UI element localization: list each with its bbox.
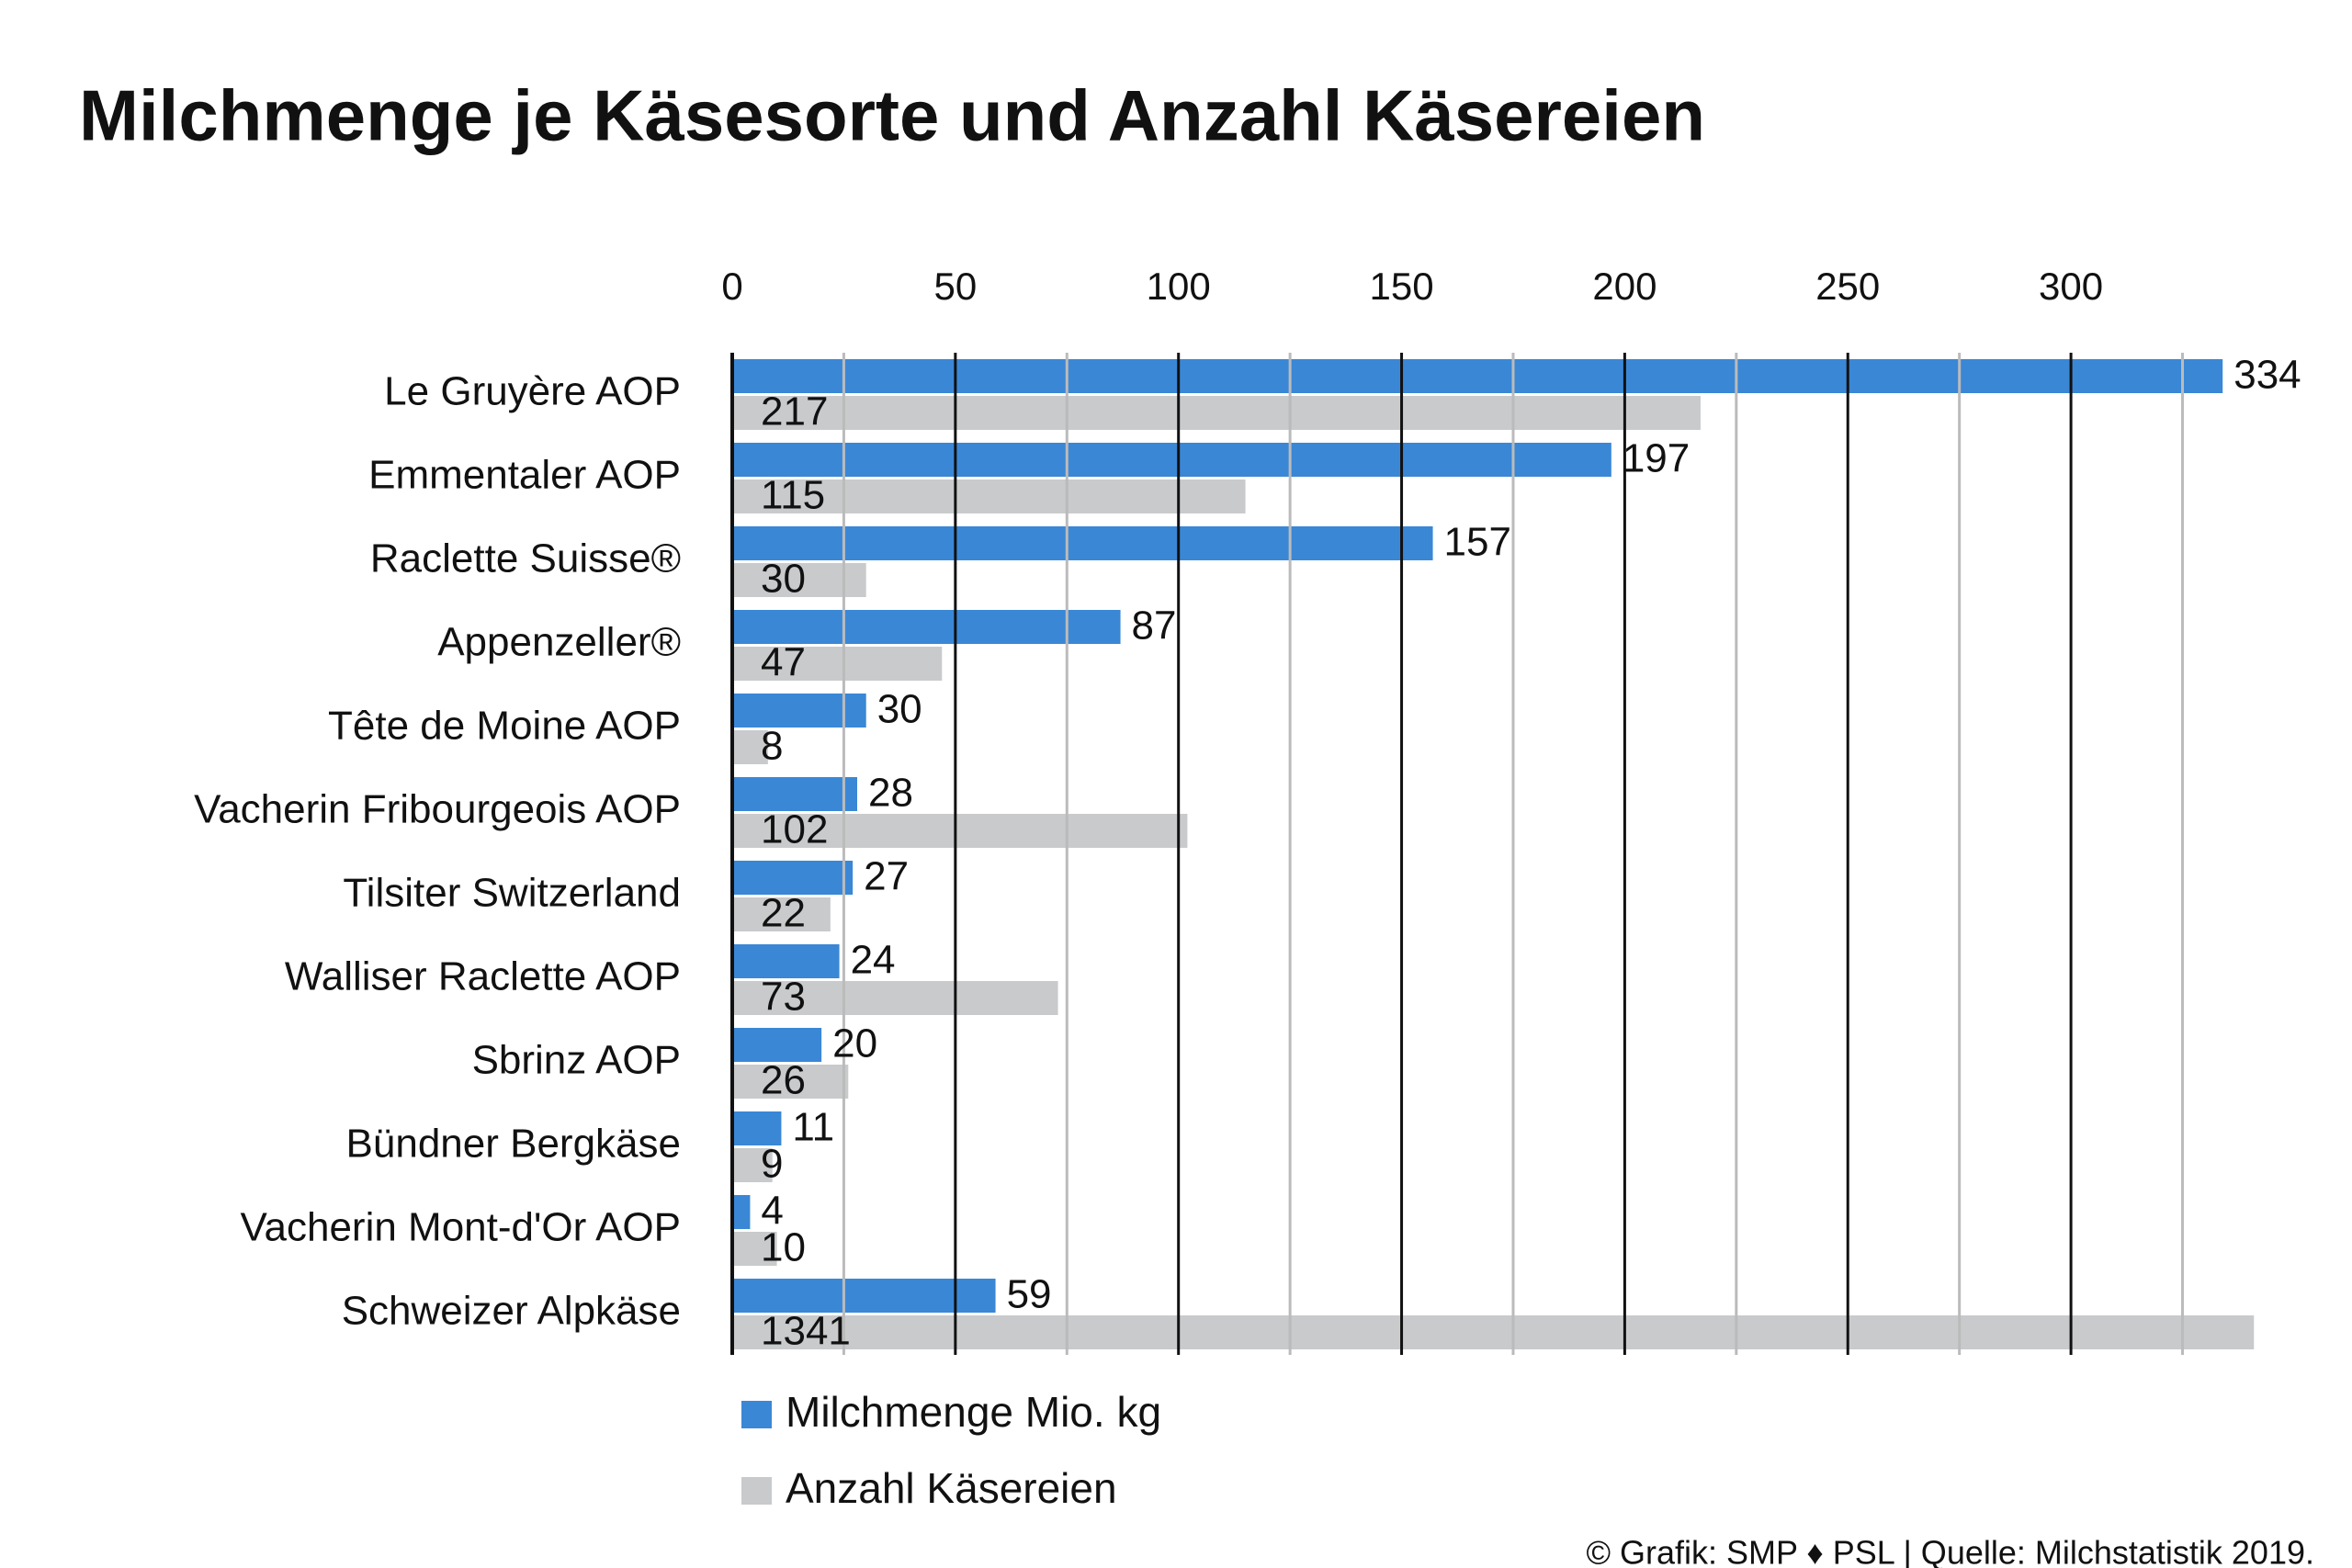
bar	[732, 777, 857, 811]
value-label: 334	[2233, 353, 2301, 398]
bar	[732, 610, 1121, 644]
bar	[732, 479, 1246, 513]
value-label: 10	[761, 1225, 806, 1270]
value-label: 27	[864, 854, 909, 899]
bar	[732, 897, 831, 931]
bar	[732, 526, 1433, 560]
bar	[732, 944, 840, 978]
value-label: 11	[792, 1105, 834, 1150]
bar	[732, 694, 866, 728]
x-tick-label: 50	[933, 265, 977, 308]
category-label: Vacherin Fribourgeois AOP	[194, 787, 681, 832]
value-label: 59	[1007, 1272, 1052, 1317]
value-label: 217	[761, 389, 828, 434]
legend-swatch	[741, 1477, 772, 1505]
category-label: Sbrinz AOP	[472, 1038, 681, 1083]
bar	[732, 396, 1701, 430]
category-label: Le Gruyère AOP	[384, 369, 681, 414]
value-label: 157	[1444, 520, 1511, 565]
value-label: 20	[832, 1021, 877, 1066]
category-label: Emmentaler AOP	[368, 453, 681, 498]
x-tick-label: 150	[1370, 265, 1434, 308]
x-tick-label: 0	[721, 265, 742, 308]
bar	[732, 1232, 777, 1266]
bar	[732, 981, 1058, 1015]
value-label: 24	[851, 938, 896, 983]
chart-title: Milchmenge je Käsesorte und Anzahl Käser…	[79, 75, 1705, 156]
bar	[732, 1315, 2255, 1349]
bar	[732, 1279, 996, 1313]
x-tick-label: 200	[1592, 265, 1657, 308]
value-label: 4	[761, 1189, 783, 1234]
value-label: 102	[761, 807, 828, 852]
value-label: 30	[761, 557, 806, 602]
category-label: Appenzeller®	[437, 620, 681, 665]
value-label: 47	[761, 640, 806, 685]
bar	[732, 647, 943, 681]
bar	[732, 1065, 849, 1099]
category-label: Vacherin Mont-d'Or AOP	[240, 1205, 681, 1250]
source-note: © Grafik: SMP ♦ PSL | Quelle: Milchstati…	[1586, 1534, 2314, 1568]
legend-label: Anzahl Käsereien	[786, 1464, 1117, 1512]
legend-swatch	[741, 1401, 772, 1428]
category-label: Walliser Raclette AOP	[285, 954, 681, 999]
value-label: 115	[761, 473, 825, 518]
x-tick-label: 300	[2039, 265, 2103, 308]
value-label: 73	[761, 975, 806, 1020]
value-label: 22	[761, 891, 806, 936]
category-label: Bündner Bergkäse	[346, 1122, 681, 1167]
bar	[732, 1111, 782, 1145]
value-label: 9	[761, 1142, 783, 1187]
category-label: Schweizer Alpkäse	[342, 1289, 681, 1334]
bar	[732, 1028, 822, 1062]
bar	[732, 443, 1611, 477]
x-tick-label: 250	[1815, 265, 1880, 308]
value-label: 197	[1623, 436, 1690, 481]
category-label: Tête de Moine AOP	[328, 704, 681, 749]
value-label: 8	[761, 724, 783, 769]
bar	[732, 814, 1188, 848]
value-label: 87	[1132, 604, 1177, 649]
bar	[732, 1195, 751, 1229]
value-label: 26	[761, 1058, 806, 1103]
category-label: Tilsiter Switzerland	[343, 871, 681, 916]
bar	[732, 730, 768, 764]
value-label: 1341	[761, 1309, 851, 1354]
legend-label: Milchmenge Mio. kg	[786, 1388, 1161, 1436]
x-tick-label: 100	[1147, 265, 1211, 308]
plot-area	[732, 359, 2255, 1349]
value-label: 30	[877, 687, 922, 732]
bar	[732, 1148, 773, 1182]
bar	[732, 359, 2223, 393]
bar	[732, 861, 854, 895]
category-label: Raclette Suisse®	[370, 536, 681, 581]
value-label: 28	[868, 771, 913, 816]
